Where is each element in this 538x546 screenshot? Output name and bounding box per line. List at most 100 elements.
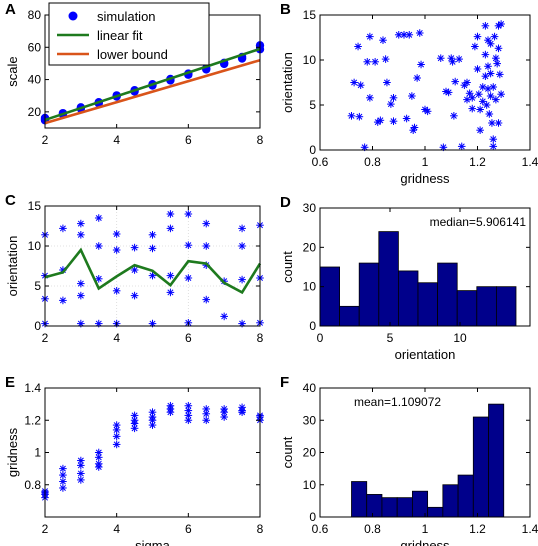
y-tick-label: 80 [28, 8, 42, 22]
data-point [484, 62, 492, 71]
x-tick-label: 4 [113, 331, 120, 345]
x-tick-label: 1.4 [522, 522, 538, 536]
histogram-bar [488, 403, 505, 518]
data-point [202, 410, 211, 418]
data-point [448, 58, 457, 66]
y-tick-label: 60 [28, 40, 42, 54]
data-point [202, 219, 211, 228]
panel-a: 2 4 6 8 20 40 60 80 scale A simulation linear fit lo… [5, 1, 265, 147]
legend-marker [68, 11, 78, 21]
data-point [371, 58, 379, 66]
y-tick-label: 0 [309, 143, 316, 157]
y-tick-label: 0 [34, 319, 41, 333]
x-tick-label: 4 [113, 133, 120, 147]
y-tick-label: 5 [309, 98, 316, 112]
data-point [112, 432, 121, 441]
data-point [451, 77, 459, 86]
data-point [148, 231, 157, 239]
data-point [486, 92, 495, 100]
data-point [415, 29, 424, 37]
data-point [148, 408, 157, 416]
data-point [489, 83, 498, 91]
panel-label: A [5, 1, 16, 18]
data-point [130, 266, 139, 274]
y-tick-label: 0 [309, 510, 316, 524]
data-point [112, 440, 121, 449]
data-point [481, 72, 490, 80]
data-point [408, 92, 416, 100]
x-tick-label: 6 [185, 522, 192, 536]
data-point [490, 32, 499, 41]
data-point [450, 112, 458, 120]
panel-label: B [280, 1, 291, 18]
data-point [220, 312, 228, 321]
data-point [59, 471, 67, 479]
data-point [476, 126, 484, 134]
data-point [166, 210, 175, 218]
x-tick-label: 1.2 [469, 155, 486, 169]
y-tick-label: 20 [303, 240, 317, 254]
data-point [77, 219, 85, 228]
data-point [77, 456, 85, 465]
data-point [166, 271, 175, 280]
data-point [77, 476, 85, 484]
series-line [44, 247, 262, 295]
data-point [112, 230, 121, 238]
x-tick-label: 6 [185, 133, 192, 147]
data-point [492, 54, 500, 62]
data-point [481, 50, 490, 59]
axes-frame [44, 205, 261, 327]
panel-d: 0 5 10 0 10 20 30 orientation count Dmedian=5.906… [280, 194, 531, 362]
annotation-text: mean=1.109072 [354, 395, 441, 409]
histogram-bar [378, 231, 399, 327]
y-tick-label: 5 [34, 279, 41, 293]
data-point [202, 242, 211, 250]
data-point [59, 224, 67, 233]
data-point [471, 42, 479, 51]
x-axis-label: gridness [400, 538, 450, 546]
panel-label: D [280, 194, 291, 211]
data-point [238, 406, 246, 415]
data-point [485, 110, 494, 118]
x-tick-label: 2 [42, 133, 49, 147]
data-point [112, 246, 121, 254]
y-tick-label: 30 [303, 201, 317, 215]
data-point [497, 20, 505, 28]
data-point [463, 78, 471, 87]
x-tick-label: 0.6 [312, 155, 329, 169]
data-point [473, 32, 482, 41]
data-point [59, 296, 67, 305]
axes-frame [319, 207, 531, 327]
y-axis-label: gridness [5, 427, 20, 477]
x-tick-label: 0.8 [364, 522, 381, 536]
histogram-bar [457, 474, 474, 518]
histogram-bar [396, 497, 413, 518]
y-tick-label: 10 [303, 478, 317, 492]
data-point [410, 123, 419, 132]
x-tick-label: 2 [42, 522, 49, 536]
data-point [77, 469, 85, 478]
data-point [166, 288, 175, 297]
data-point [494, 44, 503, 53]
data-point [350, 78, 358, 87]
data-point [402, 114, 411, 123]
histogram-bar [442, 484, 459, 518]
y-tick-label: 10 [303, 280, 317, 294]
histogram-bar [319, 266, 341, 327]
data-point [130, 291, 139, 300]
data-point [492, 95, 500, 104]
x-tick-label: 8 [257, 133, 264, 147]
histogram-bar [381, 497, 398, 518]
panel-label: F [280, 374, 289, 391]
x-tick-label: 0.6 [312, 522, 329, 536]
series-line [44, 47, 261, 122]
data-point [400, 31, 408, 39]
data-point [379, 36, 387, 44]
data-point [387, 100, 395, 108]
data-point [444, 88, 453, 97]
data-point [202, 295, 211, 304]
data-point [363, 58, 372, 66]
x-tick-label: 0 [317, 331, 324, 345]
data-point [94, 242, 103, 250]
data-point [366, 94, 374, 102]
